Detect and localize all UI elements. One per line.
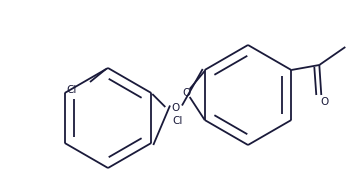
Text: O: O: [320, 97, 329, 107]
Text: Cl: Cl: [67, 85, 77, 95]
Text: O: O: [172, 103, 180, 112]
Text: Cl: Cl: [172, 116, 183, 126]
Text: O: O: [183, 88, 191, 98]
